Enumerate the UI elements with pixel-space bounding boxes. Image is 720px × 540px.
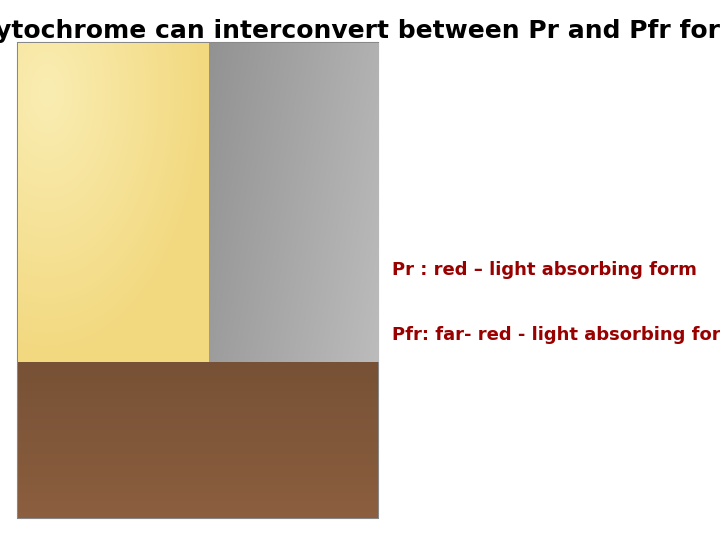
Polygon shape: [248, 330, 281, 362]
Polygon shape: [122, 280, 168, 322]
Polygon shape: [50, 332, 89, 370]
Ellipse shape: [25, 62, 104, 148]
Text: Phytochrome can interconvert between Pr and Pfr forms: Phytochrome can interconvert between Pr …: [0, 19, 720, 43]
Polygon shape: [299, 225, 338, 264]
Text: Pfr: far- red - light absorbing form: Pfr: far- red - light absorbing form: [392, 326, 720, 344]
FancyBboxPatch shape: [18, 43, 378, 518]
Text: $F_R$: $F_R$: [228, 193, 240, 207]
Text: (a): (a): [29, 52, 49, 65]
Polygon shape: [68, 254, 99, 288]
FancyBboxPatch shape: [156, 168, 165, 184]
Polygon shape: [100, 264, 131, 299]
Polygon shape: [243, 291, 279, 325]
Polygon shape: [275, 188, 301, 220]
Polygon shape: [297, 199, 323, 231]
Text: TRENDS in Plant Science: TRENDS in Plant Science: [155, 511, 241, 517]
Ellipse shape: [122, 111, 148, 146]
Ellipse shape: [213, 132, 233, 158]
Ellipse shape: [237, 134, 253, 156]
FancyBboxPatch shape: [141, 142, 161, 173]
FancyBboxPatch shape: [238, 174, 243, 185]
Ellipse shape: [154, 111, 181, 146]
Ellipse shape: [36, 74, 94, 136]
Polygon shape: [117, 315, 161, 354]
FancyBboxPatch shape: [225, 174, 230, 185]
Polygon shape: [86, 197, 115, 232]
Polygon shape: [35, 227, 84, 275]
FancyBboxPatch shape: [138, 168, 147, 184]
Polygon shape: [109, 219, 148, 251]
Polygon shape: [238, 242, 275, 280]
Polygon shape: [41, 302, 85, 341]
Text: R: R: [189, 221, 197, 232]
Text: $P_{FR}$: $P_{FR}$: [143, 191, 160, 204]
Polygon shape: [297, 318, 333, 352]
Polygon shape: [32, 267, 78, 310]
Polygon shape: [112, 339, 150, 377]
Text: Pr : red – light absorbing form: Pr : red – light absorbing form: [392, 261, 697, 279]
Polygon shape: [55, 215, 94, 247]
Polygon shape: [117, 239, 166, 287]
Polygon shape: [300, 268, 336, 306]
FancyBboxPatch shape: [227, 152, 241, 177]
Polygon shape: [238, 202, 277, 242]
Text: (b): (b): [241, 52, 262, 65]
Text: FR: FR: [186, 76, 199, 86]
